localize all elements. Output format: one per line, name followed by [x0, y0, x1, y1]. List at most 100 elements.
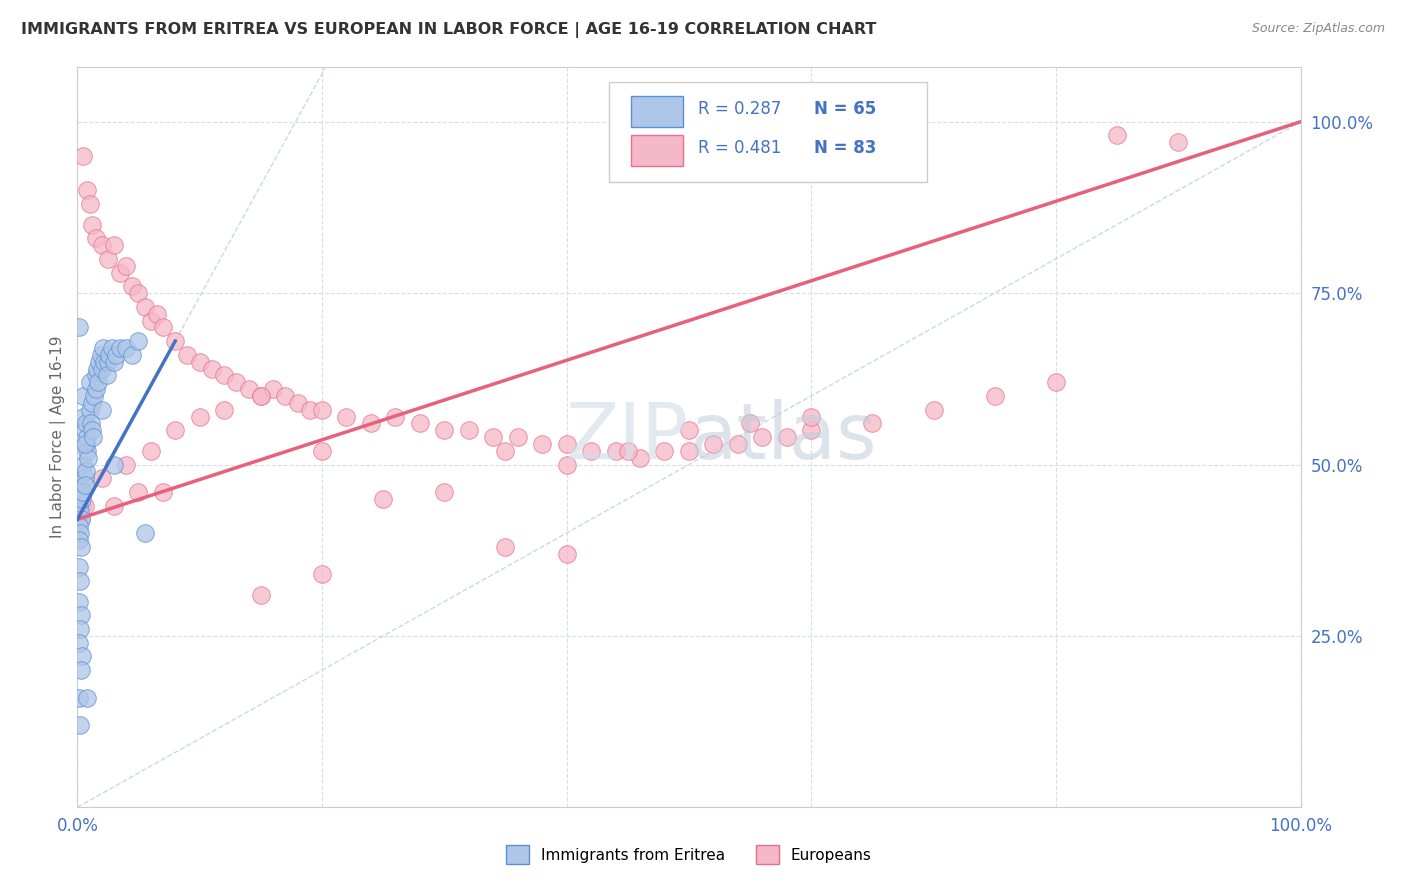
Point [176, 348, 198, 362]
Point [115, 259, 138, 273]
Point [1167, 136, 1189, 150]
Point [108, 266, 131, 280]
Point [76, 183, 98, 197]
Point [225, 376, 247, 390]
Point [72, 389, 94, 403]
Point [73, 437, 96, 451]
Point [83, 389, 105, 403]
Point [84, 231, 107, 245]
Point [152, 484, 174, 499]
Point [76, 430, 98, 444]
Point [103, 354, 125, 368]
Point [72, 484, 94, 499]
Point [67, 533, 90, 547]
Point [274, 389, 297, 403]
Point [127, 484, 149, 499]
Point [79, 402, 101, 417]
Point [105, 348, 128, 362]
Point [108, 341, 131, 355]
Point [77, 450, 100, 465]
Point [76, 443, 98, 458]
Point [262, 382, 284, 396]
Point [80, 218, 103, 232]
Point [97, 354, 120, 368]
Text: ZIP: ZIP [567, 399, 689, 475]
Point [654, 443, 676, 458]
Point [70, 649, 93, 664]
Point [76, 690, 98, 705]
Text: R = 0.287: R = 0.287 [697, 100, 780, 118]
FancyBboxPatch shape [631, 95, 683, 127]
Point [67, 636, 90, 650]
Point [238, 382, 260, 396]
Point [287, 396, 309, 410]
Point [87, 376, 110, 390]
Text: atlas: atlas [689, 399, 876, 475]
Point [298, 402, 321, 417]
Point [79, 376, 101, 390]
Point [311, 402, 333, 417]
Point [67, 320, 90, 334]
Point [103, 499, 125, 513]
Point [127, 286, 149, 301]
Point [67, 560, 90, 574]
Point [678, 443, 700, 458]
Point [139, 313, 162, 327]
Y-axis label: In Labor Force | Age 16-19: In Labor Force | Age 16-19 [51, 335, 66, 539]
Point [250, 588, 273, 602]
Point [115, 341, 138, 355]
Point [506, 430, 529, 444]
Point [69, 506, 91, 520]
Point [69, 574, 91, 588]
Point [90, 361, 112, 376]
Point [433, 423, 456, 437]
Point [90, 238, 112, 252]
Point [80, 423, 103, 437]
Point [579, 443, 602, 458]
Text: N = 65: N = 65 [814, 100, 876, 118]
Point [127, 334, 149, 348]
Point [69, 484, 91, 499]
Point [776, 430, 799, 444]
Point [69, 622, 91, 636]
Point [311, 443, 333, 458]
Point [70, 491, 93, 506]
Point [121, 348, 143, 362]
Point [555, 437, 578, 451]
Point [555, 458, 578, 472]
Point [84, 368, 107, 383]
Point [555, 547, 578, 561]
Point [800, 423, 823, 437]
Point [531, 437, 554, 451]
Point [482, 430, 505, 444]
Point [628, 450, 651, 465]
Point [67, 506, 90, 520]
Point [70, 512, 93, 526]
Point [90, 348, 112, 362]
Point [250, 389, 273, 403]
Point [146, 307, 169, 321]
Point [69, 718, 91, 732]
Point [740, 417, 762, 431]
Point [82, 430, 104, 444]
Point [75, 417, 97, 431]
Point [115, 458, 138, 472]
Legend: Immigrants from Eritrea, Europeans: Immigrants from Eritrea, Europeans [501, 839, 877, 870]
Point [188, 354, 211, 368]
Point [121, 279, 143, 293]
Point [86, 361, 108, 376]
Point [96, 368, 118, 383]
Point [751, 430, 773, 444]
Point [84, 382, 107, 396]
Point [212, 368, 235, 383]
Point [69, 506, 91, 520]
Point [495, 443, 517, 458]
Point [134, 300, 156, 314]
Point [457, 423, 479, 437]
Point [93, 354, 115, 368]
Point [70, 499, 93, 513]
Point [800, 409, 823, 424]
Point [70, 512, 93, 526]
Point [360, 417, 382, 431]
Text: IMMIGRANTS FROM ERITREA VS EUROPEAN IN LABOR FORCE | AGE 16-19 CORRELATION CHART: IMMIGRANTS FROM ERITREA VS EUROPEAN IN L… [21, 22, 876, 38]
